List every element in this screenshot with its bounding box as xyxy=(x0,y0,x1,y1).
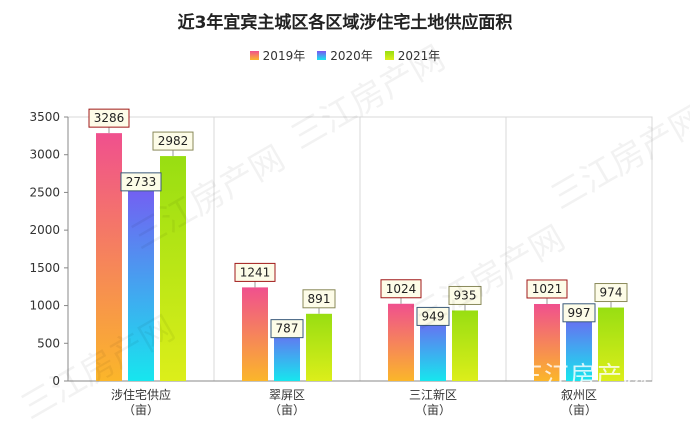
data-label: 974 xyxy=(600,286,623,300)
bar xyxy=(128,174,154,381)
bar xyxy=(388,303,414,381)
data-label: 1021 xyxy=(532,282,563,296)
data-label-box xyxy=(448,285,482,305)
x-tick-label: （亩） xyxy=(123,402,159,417)
bar xyxy=(598,307,624,381)
bar xyxy=(160,156,186,381)
data-label: 935 xyxy=(454,288,477,302)
data-label: 1024 xyxy=(386,282,417,296)
y-tick-label: 3500 xyxy=(29,110,60,124)
x-tick-label: （亩） xyxy=(561,402,597,417)
data-label: 787 xyxy=(276,322,299,336)
x-tick-label: 叙州区 xyxy=(561,388,597,402)
data-label-box xyxy=(380,279,422,299)
bar xyxy=(242,287,268,381)
bar xyxy=(534,303,560,381)
x-tick-label: （亩） xyxy=(269,402,305,417)
y-tick-label: 1000 xyxy=(29,299,60,313)
legend: 2019年 2020年 2021年 xyxy=(0,47,690,64)
data-label: 1241 xyxy=(240,265,271,279)
data-label-box xyxy=(416,306,450,326)
legend-label: 2019年 xyxy=(262,49,306,63)
data-label: 3286 xyxy=(94,111,125,125)
x-tick-label: 三江新区 xyxy=(409,387,457,402)
legend-label: 2021年 xyxy=(397,49,441,63)
data-label-box xyxy=(152,131,194,151)
data-label: 891 xyxy=(308,292,331,306)
legend-item: 2020年 xyxy=(317,47,373,64)
bar xyxy=(452,310,478,381)
bar xyxy=(306,313,332,381)
data-label-box xyxy=(120,172,162,192)
y-tick-label: 2000 xyxy=(29,223,60,237)
data-label-box xyxy=(562,303,596,323)
data-label: 2982 xyxy=(158,134,189,148)
data-label: 997 xyxy=(568,306,591,320)
y-tick-label: 3000 xyxy=(29,148,60,162)
y-tick-label: 1500 xyxy=(29,261,60,275)
x-tick-label: 翠屏区 xyxy=(269,388,305,402)
x-tick-label: （亩） xyxy=(415,402,451,417)
data-label: 949 xyxy=(422,309,445,323)
data-label: 2733 xyxy=(126,175,157,189)
data-label-box xyxy=(526,279,568,299)
y-tick-label: 500 xyxy=(37,336,60,350)
chart-title: 近3年宜宾主城区各区域涉住宅土地供应面积 xyxy=(177,13,513,33)
data-label-box xyxy=(234,262,276,282)
legend-swatch xyxy=(384,51,394,60)
legend-swatch xyxy=(249,51,259,60)
legend-item: 2019年 xyxy=(249,47,306,64)
data-label-box xyxy=(270,319,304,339)
bar xyxy=(96,133,122,381)
data-label-box xyxy=(88,108,130,128)
x-tick-label: 涉住宅供应 xyxy=(111,387,171,402)
legend-item: 2021年 xyxy=(384,47,441,64)
y-tick-label: 2500 xyxy=(29,185,60,199)
legend-label: 2020年 xyxy=(330,49,373,63)
data-label-box xyxy=(594,283,628,303)
watermark-brand: 三江房产网 xyxy=(518,362,648,392)
legend-swatch xyxy=(317,51,327,60)
watermark: 三江房产网 xyxy=(285,38,452,158)
watermark: 三江房产网 xyxy=(545,98,690,218)
y-tick-label: 0 xyxy=(52,374,60,388)
data-label-box xyxy=(302,289,336,309)
